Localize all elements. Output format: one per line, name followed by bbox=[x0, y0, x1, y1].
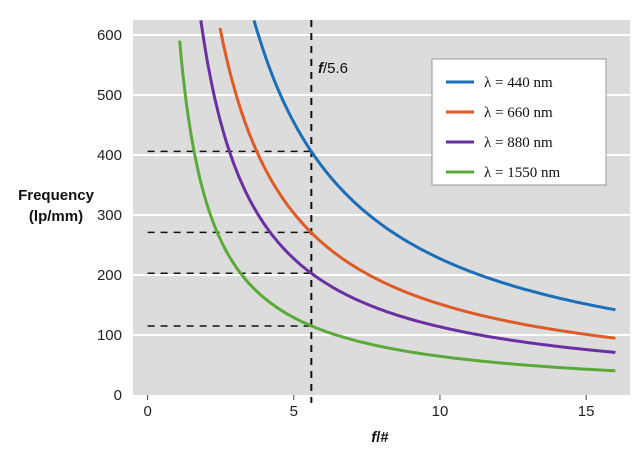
axis-ticks: 0 100 200 300 400 500 600 0 5 10 15 bbox=[97, 27, 595, 420]
x-tick-label-15: 15 bbox=[578, 403, 595, 420]
series-curves bbox=[178, 19, 616, 373]
y-tick-label-0: 0 bbox=[114, 387, 122, 404]
x-tick-label-0: 0 bbox=[143, 403, 151, 420]
y-axis-title-line1: Frequency bbox=[18, 187, 95, 204]
marker-label-italic: f bbox=[318, 60, 325, 77]
legend-label-1550: λ = 1550 nm bbox=[484, 165, 560, 181]
x-axis-title-italic: f bbox=[371, 429, 378, 446]
series-line-440 bbox=[252, 19, 616, 312]
legend: λ = 440 nm λ = 660 nm λ = 880 nm λ = 1550 n… bbox=[431, 58, 607, 186]
x-tick-label-5: 5 bbox=[290, 403, 298, 420]
y-tick-label-500: 500 bbox=[97, 87, 122, 104]
y-tick-label-200: 200 bbox=[97, 267, 122, 284]
marker-label: f/5.6 bbox=[318, 60, 348, 77]
legend-label-440: λ = 440 nm bbox=[484, 75, 553, 91]
series-line-1550 bbox=[178, 40, 616, 373]
legend-label-660: λ = 660 nm bbox=[484, 105, 553, 121]
marker-label-rest: /5.6 bbox=[323, 60, 348, 77]
y-axis-title-line2: (lp/mm) bbox=[29, 208, 83, 225]
x-axis-title-rest: /# bbox=[376, 429, 389, 446]
y-tick-label-400: 400 bbox=[97, 147, 122, 164]
legend-box bbox=[431, 58, 607, 186]
grid bbox=[133, 34, 630, 336]
x-axis-title: f/# bbox=[371, 429, 389, 446]
y-tick-label-600: 600 bbox=[97, 27, 122, 44]
marker-guides bbox=[147, 20, 313, 403]
y-tick-label-300: 300 bbox=[97, 207, 122, 224]
series-line-880 bbox=[199, 20, 616, 354]
legend-label-880: λ = 880 nm bbox=[484, 135, 553, 151]
x-tick-label-10: 10 bbox=[432, 403, 449, 420]
series-line-660 bbox=[218, 27, 616, 340]
y-tick-label-100: 100 bbox=[97, 327, 122, 344]
